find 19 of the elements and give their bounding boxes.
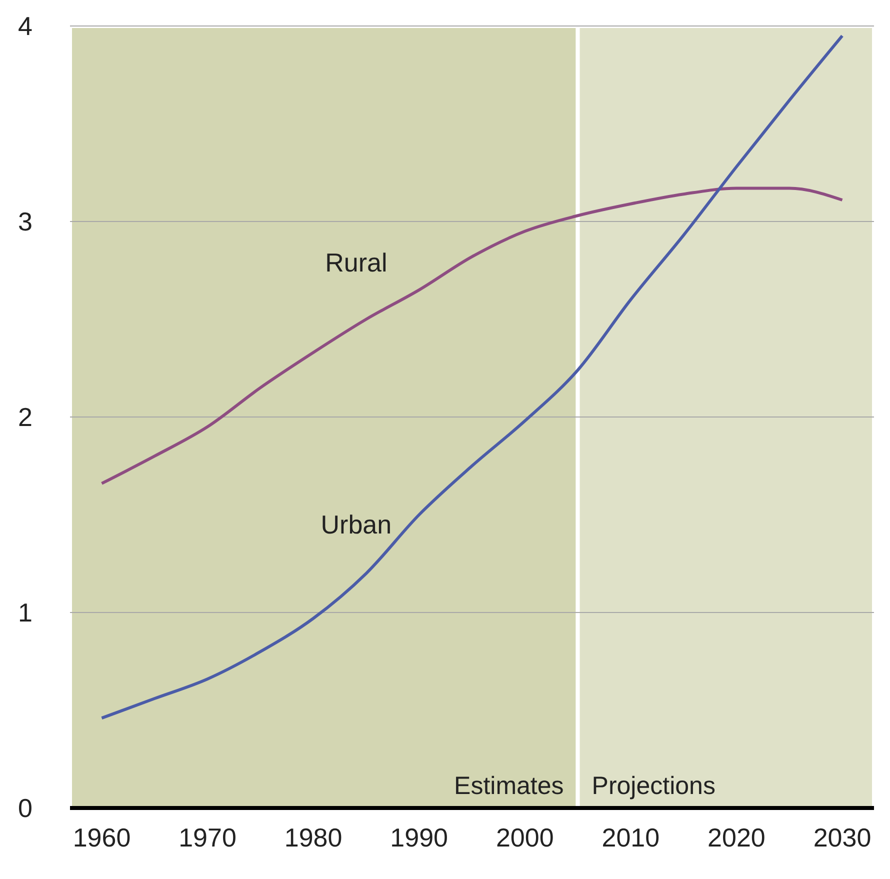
line-series: [100, 186, 844, 485]
x-tick-label: 2010: [602, 822, 660, 852]
x-tick-label: 2030: [813, 822, 872, 852]
band-label: Projections: [592, 772, 716, 800]
series-label: Urban: [320, 509, 392, 540]
x-tick-label: 2000: [496, 822, 554, 852]
x-tick-label: 1960: [72, 822, 131, 852]
y-tick-label: 2: [18, 402, 32, 432]
series-label: Rural: [325, 247, 388, 278]
band-label: Estimates: [454, 772, 564, 800]
y-tick-label: 0: [18, 793, 32, 824]
x-tick-label: 1990: [390, 822, 448, 852]
line-series: [100, 34, 844, 720]
y-tick-label: 4: [18, 11, 32, 42]
x-tick-label: 1980: [284, 822, 342, 852]
x-tick-label: 1970: [178, 822, 236, 852]
y-tick-label: 3: [18, 206, 32, 237]
x-tick-label: 2020: [708, 822, 766, 852]
y-tick-label: 1: [18, 598, 32, 628]
